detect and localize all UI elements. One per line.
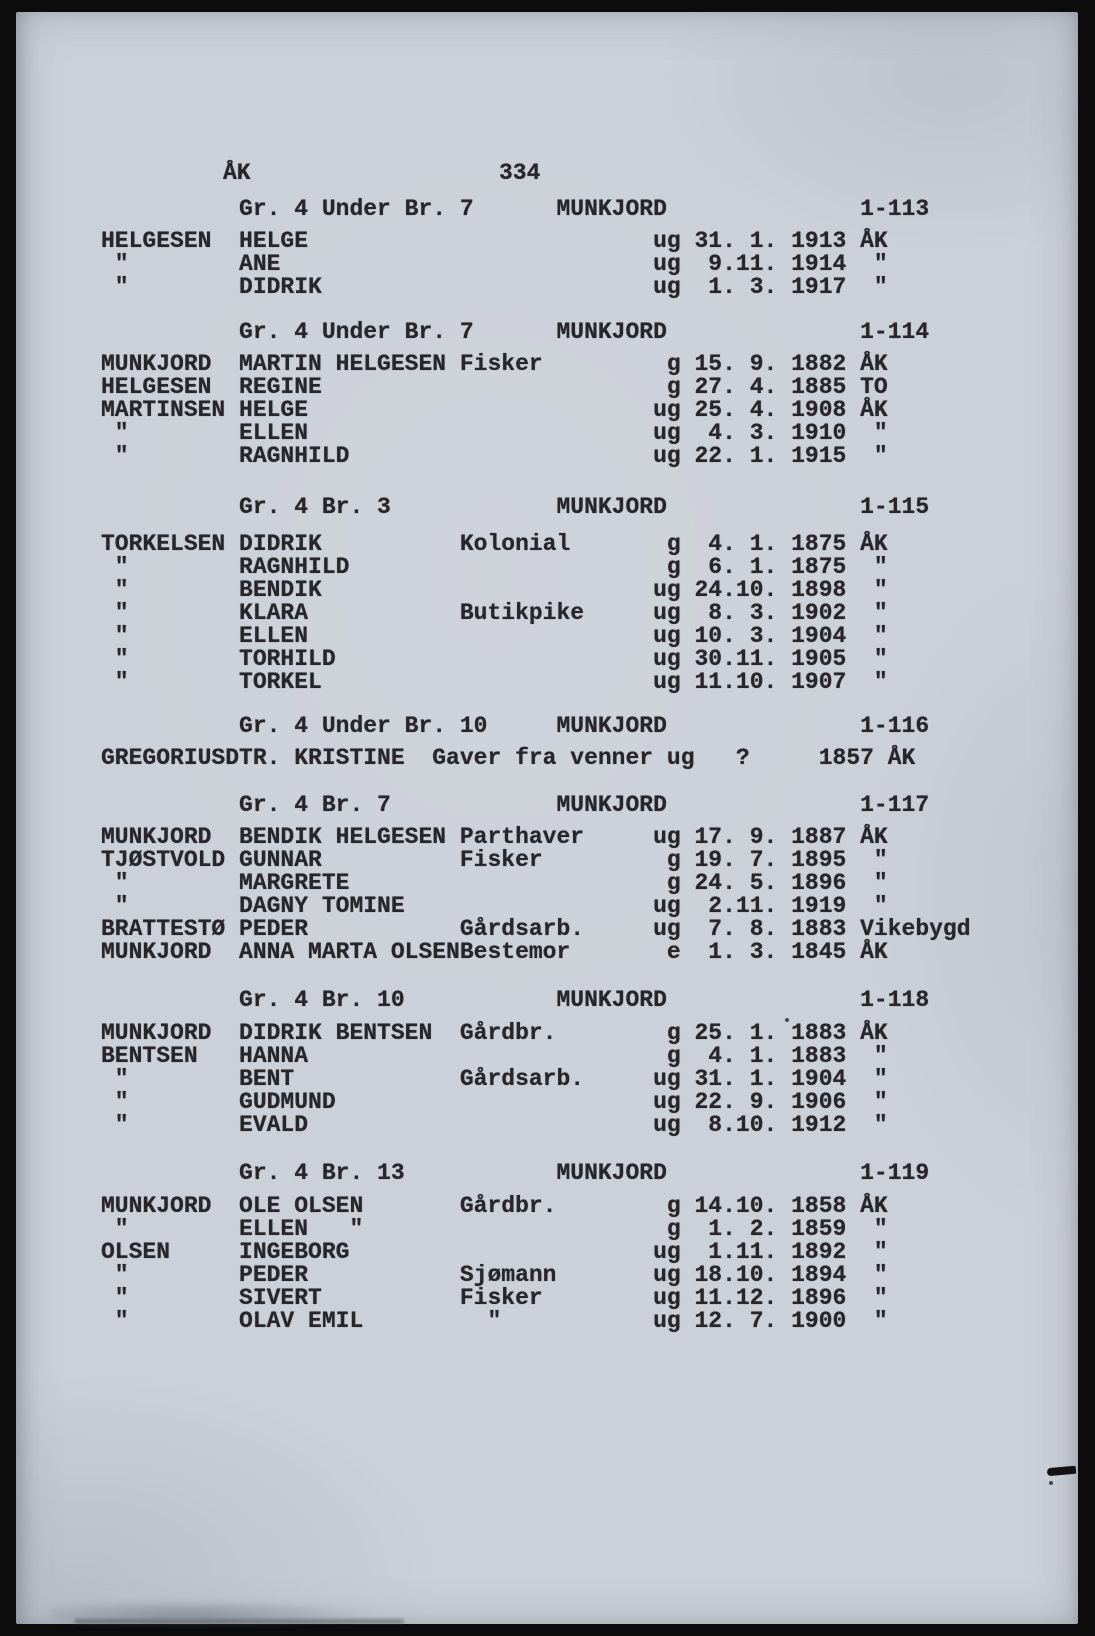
register-row-line: MUNKJORD OLE OLSEN Gårdbr. g 14.10. 1858… <box>101 1193 888 1219</box>
register-row-line: BENTSEN HANNA g 4. 1. 1883 " <box>101 1043 888 1069</box>
register-row-line: " TORKEL ug 11.10. 1907 " <box>101 669 888 695</box>
document-page: ÅK 334 Gr. 4 Under Br. 7 MUNKJORD 1-113 H… <box>16 12 1078 1628</box>
register-row-line: HELGESEN HELGE ug 31. 1. 1913 ÅK <box>101 228 888 254</box>
register-row-line: " OLAV EMIL " ug 12. 7. 1900 " <box>101 1308 888 1334</box>
section-header-line: Gr. 4 Under Br. 7 MUNKJORD 1-114 <box>101 319 930 345</box>
register-row-line: BRATTESTØ PEDER Gårdsarb. ug 7. 8. 1883 … <box>101 916 971 942</box>
section-header-line: Gr. 4 Br. 7 MUNKJORD 1-117 <box>101 792 930 818</box>
page-number: 334 <box>499 160 541 186</box>
register-row-line: " DAGNY TOMINE ug 2.11. 1919 " <box>101 893 888 919</box>
register-row-line: " TORHILD ug 30.11. 1905 " <box>101 646 888 672</box>
register-row-line: TORKELSEN DIDRIK Kolonial g 4. 1. 1875 Å… <box>101 531 888 557</box>
register-row-line: MUNKJORD ANNA MARTA OLSENBestemor e 1. 3… <box>101 939 888 965</box>
register-row-line: " GUDMUND ug 22. 9. 1906 " <box>101 1089 888 1115</box>
register-row-line: " DIDRIK ug 1. 3. 1917 " <box>101 274 888 300</box>
register-row-line: OLSEN INGEBORG ug 1.11. 1892 " <box>101 1239 888 1265</box>
ink-dot <box>1049 1481 1053 1485</box>
register-row-line: HELGESEN REGINE g 27. 4. 1885 TO <box>101 374 888 400</box>
register-row-line: " BENDIK ug 24.10. 1898 " <box>101 577 888 603</box>
section-header-line: Gr. 4 Br. 3 MUNKJORD 1-115 <box>101 494 930 520</box>
register-row-line: " BENT Gårdsarb. ug 31. 1. 1904 " <box>101 1066 888 1092</box>
smudge <box>50 1592 480 1628</box>
register-row-line: " RAGNHILD ug 22. 1. 1915 " <box>101 443 888 469</box>
register-row-line: TJØSTVOLD GUNNAR Fisker g 19. 7. 1895 " <box>101 847 888 873</box>
register-row-line: " KLARA Butikpike ug 8. 3. 1902 " <box>101 600 888 626</box>
section-header-line: Gr. 4 Br. 10 MUNKJORD 1-118 <box>101 987 930 1013</box>
register-row-line: MUNKJORD BENDIK HELGESEN Parthaver ug 17… <box>101 824 888 850</box>
register-row-line: " MARGRETE g 24. 5. 1896 " <box>101 870 888 896</box>
register-row-line: " ELLEN ug 10. 3. 1904 " <box>101 623 888 649</box>
section-header-line: Gr. 4 Br. 13 MUNKJORD 1-119 <box>101 1160 930 1186</box>
register-row-line: " ELLEN " g 1. 2. 1859 " <box>101 1216 888 1242</box>
register-row-line: MUNKJORD DIDRIK BENTSEN Gårdbr. g 25. 1.… <box>101 1020 888 1046</box>
section-header-line: Gr. 4 Under Br. 7 MUNKJORD 1-113 <box>101 196 930 222</box>
register-row-line: " SIVERT Fisker ug 11.12. 1896 " <box>101 1285 888 1311</box>
register-row-line: " ELLEN ug 4. 3. 1910 " <box>101 420 888 446</box>
register-row-line: " PEDER Sjømann ug 18.10. 1894 " <box>101 1262 888 1288</box>
register-row-line: GREGORIUSDTR. KRISTINE Gaver fra venner … <box>101 745 916 771</box>
register-row-line: " EVALD ug 8.10. 1912 " <box>101 1112 888 1138</box>
register-row-line: " ANE ug 9.11. 1914 " <box>101 251 888 277</box>
register-row-line: " RAGNHILD g 6. 1. 1875 " <box>101 554 888 580</box>
register-row-line: MUNKJORD MARTIN HELGESEN Fisker g 15. 9.… <box>101 351 888 377</box>
smudge-streak <box>74 1619 404 1624</box>
page-corner-label: ÅK <box>223 160 251 186</box>
section-header-line: Gr. 4 Under Br. 10 MUNKJORD 1-116 <box>101 713 930 739</box>
register-row-line: MARTINSEN HELGE ug 25. 4. 1908 ÅK <box>101 397 888 423</box>
stray-ink-dot <box>785 1018 789 1022</box>
